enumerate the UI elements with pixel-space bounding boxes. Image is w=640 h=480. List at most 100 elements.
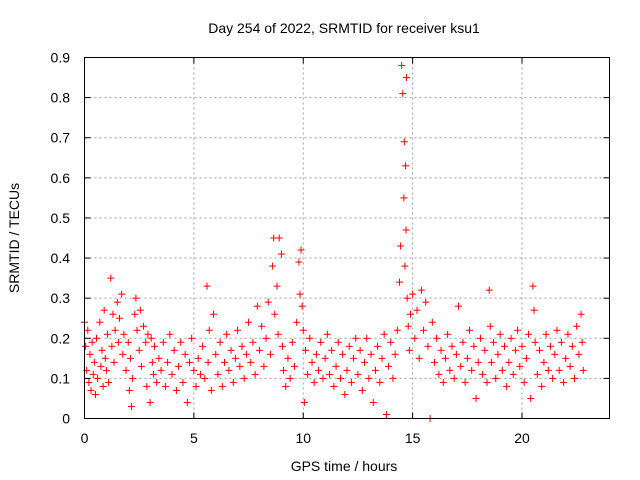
data-point: [457, 362, 465, 370]
data-point: [236, 362, 244, 370]
data-point: [225, 366, 233, 374]
data-point: [466, 326, 473, 334]
data-point: [88, 338, 96, 346]
data-point: [476, 334, 484, 342]
data-point: [295, 258, 303, 266]
data-point: [374, 342, 382, 350]
data-point: [538, 382, 546, 390]
data-point: [114, 338, 122, 346]
data-point: [452, 350, 460, 358]
data-point: [356, 346, 364, 354]
data-point: [168, 370, 176, 378]
data-point: [328, 346, 336, 354]
data-point: [507, 334, 515, 342]
data-point: [312, 350, 320, 358]
data-point: [530, 306, 538, 314]
data-point: [358, 386, 366, 394]
data-point: [238, 342, 246, 350]
data-point: [577, 310, 585, 318]
data-point: [376, 378, 384, 386]
data-point: [339, 350, 347, 358]
data-point: [102, 366, 110, 374]
data-point: [367, 350, 375, 358]
data-point: [562, 354, 570, 362]
data-point: [413, 306, 421, 314]
data-point: [186, 358, 193, 366]
data-point: [527, 394, 535, 402]
data-point: [101, 354, 109, 362]
data-point: [192, 382, 200, 390]
data-point: [544, 366, 552, 374]
data-point: [131, 310, 139, 318]
data-point: [400, 194, 408, 202]
data-point: [214, 370, 222, 378]
data-point: [166, 330, 174, 338]
data-point: [461, 378, 469, 386]
data-point: [420, 326, 428, 334]
data-point: [306, 334, 314, 342]
data-point: [371, 366, 379, 374]
data-point: [455, 302, 463, 310]
data-point: [175, 362, 183, 370]
data-point: [518, 342, 526, 350]
data-point: [135, 346, 143, 354]
data-point: [406, 310, 414, 318]
data-point: [199, 342, 207, 350]
data-point: [256, 346, 263, 354]
data-point: [304, 370, 312, 378]
data-point: [266, 350, 274, 358]
data-point: [223, 330, 231, 338]
data-point: [146, 398, 154, 406]
data-point: [494, 350, 502, 358]
data-point: [188, 334, 196, 342]
data-point: [553, 326, 561, 334]
data-point: [411, 334, 419, 342]
data-point: [511, 346, 519, 354]
x-tick-label: 0: [81, 430, 89, 446]
y-tick-label: 0.8: [51, 90, 71, 106]
data-point: [520, 378, 528, 386]
data-point: [483, 378, 491, 386]
data-point: [468, 366, 476, 374]
data-point: [529, 282, 537, 290]
data-point: [93, 334, 101, 342]
data-point: [157, 366, 165, 374]
data-point: [516, 362, 524, 370]
data-point: [341, 390, 349, 398]
data-point: [487, 358, 495, 366]
data-point: [474, 358, 482, 366]
data-point: [113, 298, 121, 306]
data-point: [479, 370, 487, 378]
data-point: [170, 346, 178, 354]
data-point: [568, 342, 576, 350]
data-point: [437, 346, 445, 354]
data-point: [380, 330, 388, 338]
y-tick-label: 0.6: [51, 170, 71, 186]
data-point: [405, 346, 413, 354]
data-point: [522, 354, 530, 362]
data-point: [417, 286, 425, 294]
data-point: [103, 330, 111, 338]
data-point: [396, 278, 403, 286]
data-point: [82, 342, 90, 350]
data-point: [299, 326, 307, 334]
data-point: [147, 334, 155, 342]
data-point: [389, 374, 397, 382]
data-point: [86, 350, 94, 358]
data-point: [401, 262, 409, 270]
data-point: [234, 326, 242, 334]
data-point: [525, 330, 533, 338]
data-point: [446, 366, 454, 374]
x-tick-label: 20: [514, 430, 530, 446]
data-point: [87, 386, 95, 394]
data-point: [183, 398, 191, 406]
y-tick-label: 0.3: [51, 290, 71, 306]
data-point: [159, 338, 167, 346]
data-point: [142, 338, 150, 346]
data-point: [212, 350, 220, 358]
data-point: [181, 350, 189, 358]
data-point: [137, 362, 145, 370]
data-point: [296, 290, 304, 298]
data-point: [264, 298, 272, 306]
data-point: [96, 318, 104, 326]
